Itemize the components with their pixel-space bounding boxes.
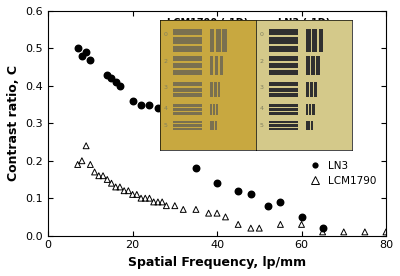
Point bbox=[248, 192, 254, 197]
Point bbox=[172, 203, 178, 208]
Y-axis label: Contrast ratio, C: Contrast ratio, C bbox=[7, 65, 20, 181]
Point bbox=[129, 99, 136, 103]
Point bbox=[104, 177, 110, 182]
Point bbox=[320, 226, 326, 230]
Point bbox=[117, 185, 123, 189]
X-axis label: Spatial Frequency, lp/mm: Spatial Frequency, lp/mm bbox=[128, 256, 306, 269]
Point bbox=[383, 230, 389, 234]
Point bbox=[206, 211, 212, 215]
Point bbox=[180, 207, 186, 212]
Point bbox=[138, 102, 144, 107]
Point bbox=[142, 196, 148, 200]
Point bbox=[214, 211, 220, 215]
Point bbox=[79, 158, 85, 163]
Point bbox=[138, 196, 144, 200]
Point bbox=[134, 192, 140, 197]
Point bbox=[298, 222, 305, 227]
Point bbox=[79, 54, 85, 58]
Point bbox=[104, 72, 110, 77]
Point bbox=[112, 80, 119, 84]
Point bbox=[163, 125, 170, 129]
Point bbox=[146, 196, 153, 200]
Point bbox=[277, 222, 284, 227]
Point bbox=[150, 200, 157, 204]
Point bbox=[320, 230, 326, 234]
Point bbox=[121, 189, 127, 193]
Point bbox=[129, 192, 136, 197]
Point bbox=[163, 203, 170, 208]
Point bbox=[91, 170, 98, 174]
Point bbox=[100, 174, 106, 178]
Text: LN3 (-1D): LN3 (-1D) bbox=[278, 18, 330, 28]
Point bbox=[256, 226, 262, 230]
Point bbox=[193, 207, 199, 212]
Point bbox=[125, 189, 132, 193]
Point bbox=[155, 200, 161, 204]
Point bbox=[87, 162, 94, 167]
Point bbox=[96, 174, 102, 178]
Point bbox=[340, 230, 347, 234]
Point bbox=[235, 189, 241, 193]
Point bbox=[74, 46, 81, 51]
Point bbox=[248, 226, 254, 230]
Point bbox=[112, 185, 119, 189]
Point bbox=[264, 203, 271, 208]
Point bbox=[117, 84, 123, 88]
Point bbox=[74, 162, 81, 167]
Point bbox=[277, 200, 284, 204]
Point bbox=[172, 140, 178, 144]
Point bbox=[83, 50, 89, 54]
Point bbox=[155, 106, 161, 110]
Point bbox=[235, 222, 241, 227]
Legend: LN3, LCM1790: LN3, LCM1790 bbox=[300, 156, 381, 190]
Point bbox=[83, 144, 89, 148]
Point bbox=[298, 215, 305, 219]
Text: LCM1790 (-1D): LCM1790 (-1D) bbox=[167, 18, 248, 28]
Point bbox=[214, 181, 220, 185]
Point bbox=[108, 181, 115, 185]
Point bbox=[87, 57, 94, 62]
Point bbox=[222, 215, 229, 219]
Point bbox=[362, 230, 368, 234]
Point bbox=[146, 102, 153, 107]
Point bbox=[193, 166, 199, 171]
Point bbox=[108, 76, 115, 81]
Point bbox=[159, 200, 165, 204]
